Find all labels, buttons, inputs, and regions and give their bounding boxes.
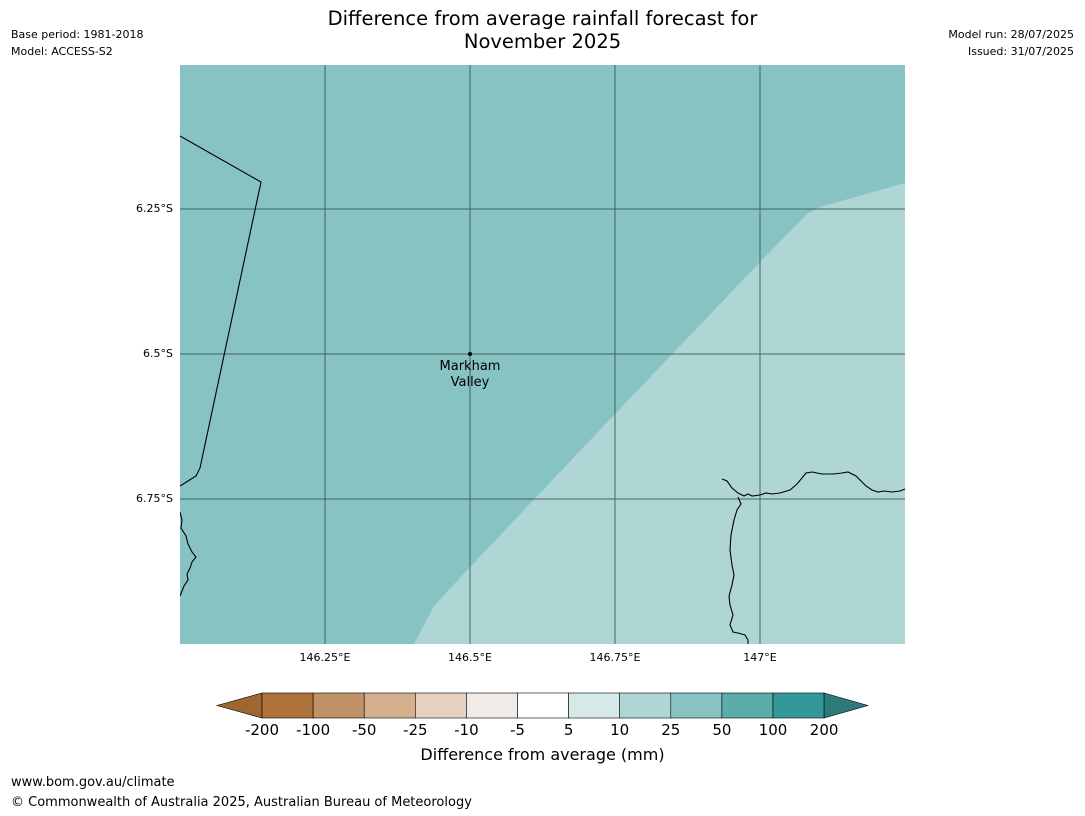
colorbar-extension-high [823,692,870,719]
colorbar-segment [568,692,620,719]
colorbar-label: 5 [563,721,574,739]
colorbar [215,692,870,719]
colorbar-segment [312,692,365,719]
lon-label-146-75: 146.75°E [589,651,641,664]
footer-copyright: © Commonwealth of Australia 2025, Austra… [11,795,472,810]
coastline-west [180,511,197,597]
place-name-line-2: Valley [450,375,490,390]
rain-zone-10-25 [414,183,905,644]
colorbar-segment [670,692,723,719]
title-line-2: November 2025 [463,30,622,53]
colorbar-label: -50 [351,721,377,739]
colorbar-label: -200 [244,721,280,739]
base-period: Base period: 1981-2018 [11,28,144,41]
colorbar-segment [363,692,416,719]
legend-title: Difference from average (mm) [420,745,665,764]
lat-label-6-25: 6.25°S [136,202,173,215]
coastline-east [721,471,905,497]
colorbar-extension-low [215,692,263,719]
colorbar-segment [466,692,518,719]
coastlines-and-boundaries [180,135,905,644]
colorbar-segment [414,692,467,719]
footer-url: www.bom.gov.au/climate [11,775,175,790]
river-or-coast [728,496,749,644]
colorbar-label: -5 [510,721,525,739]
map-area [180,65,905,644]
place-name-line-1: Markham [439,359,501,374]
title-line-1: Difference from average rainfall forecas… [327,7,758,30]
colorbar-label: 100 [758,721,788,739]
colorbar-segment [517,692,569,719]
lat-label-6-5: 6.5°S [143,347,173,360]
colorbar-label: 25 [661,721,681,739]
place-label: Markham Valley [420,359,520,391]
colorbar-segment [261,692,314,719]
colorbar-label: 10 [610,721,630,739]
colorbar-segment [619,692,672,719]
lat-label-6-75: 6.75°S [136,492,173,505]
lon-label-146-25: 146.25°E [299,651,351,664]
map-title: Difference from average rainfall forecas… [230,7,855,53]
lon-label-146-5: 146.5°E [448,651,492,664]
header-right-meta: Model run: 28/07/2025 Issued: 31/07/2025 [948,26,1074,60]
model-name: Model: ACCESS-S2 [11,45,113,58]
colorbar-label: -25 [403,721,428,739]
colorbar-label: 50 [712,721,732,739]
colorbar-segment [721,692,774,719]
lon-label-147: 147°E [743,651,777,664]
colorbar-segment [772,692,825,719]
issued-date: Issued: 31/07/2025 [967,45,1074,58]
province-boundary [180,135,262,487]
colorbar-label: 200 [809,721,839,739]
place-marker [468,352,472,356]
colorbar-label: -100 [296,721,331,739]
colorbar-label: -10 [454,721,479,739]
header-left-meta: Base period: 1981-2018 Model: ACCESS-S2 [11,26,143,60]
graticule [180,65,905,644]
model-run: Model run: 28/07/2025 [948,28,1074,41]
